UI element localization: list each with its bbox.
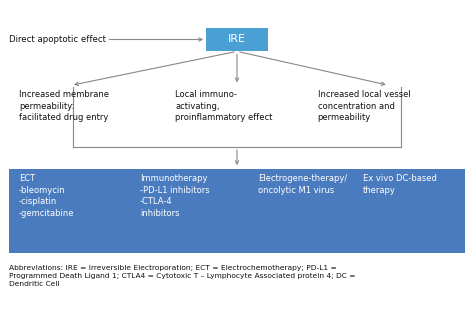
Text: Increased membrane
permeability:
facilitated drug entry: Increased membrane permeability: facilit…	[19, 90, 109, 122]
Text: Immunotherapy
-PD-L1 inhibitors
-CTLA-4
inhibitors: Immunotherapy -PD-L1 inhibitors -CTLA-4 …	[140, 174, 210, 218]
Text: ECT
-bleomycin
-cisplatin
-gemcitabine: ECT -bleomycin -cisplatin -gemcitabine	[19, 174, 74, 218]
FancyBboxPatch shape	[9, 169, 465, 253]
Text: Increased local vessel
concentration and
permeability: Increased local vessel concentration and…	[318, 90, 410, 122]
Text: Local immuno-
activating,
proinflammatory effect: Local immuno- activating, proinflammator…	[175, 90, 273, 122]
Text: Ex vivo DC-based
therapy: Ex vivo DC-based therapy	[363, 174, 437, 195]
Text: Abbreviations: IRE = Irreversible Electroporation; ECT = Electrochemotherapy; PD: Abbreviations: IRE = Irreversible Electr…	[9, 265, 356, 288]
Text: Direct apoptotic effect: Direct apoptotic effect	[9, 35, 107, 44]
FancyBboxPatch shape	[206, 28, 268, 51]
Text: IRE: IRE	[228, 34, 246, 45]
Text: Electrogene-therapy/
oncolytic M1 virus: Electrogene-therapy/ oncolytic M1 virus	[258, 174, 347, 195]
